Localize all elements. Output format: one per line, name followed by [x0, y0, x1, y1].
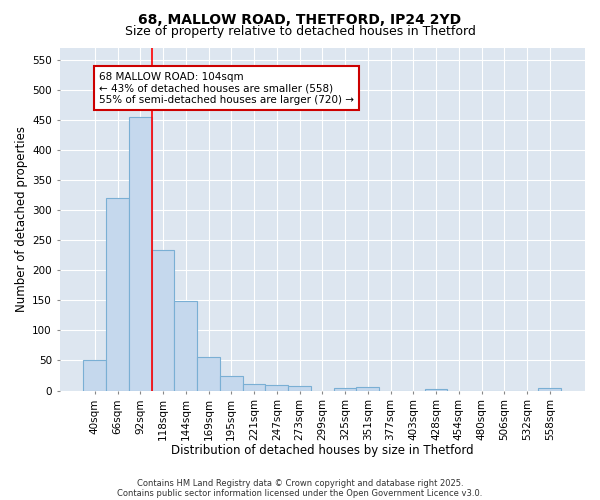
- Bar: [425, 389, 448, 390]
- X-axis label: Distribution of detached houses by size in Thetford: Distribution of detached houses by size …: [171, 444, 473, 458]
- Text: Contains HM Land Registry data © Crown copyright and database right 2025.: Contains HM Land Registry data © Crown c…: [137, 478, 463, 488]
- Bar: [106, 198, 129, 390]
- Text: 68 MALLOW ROAD: 104sqm
← 43% of detached houses are smaller (558)
55% of semi-de: 68 MALLOW ROAD: 104sqm ← 43% of detached…: [99, 72, 354, 105]
- Bar: [197, 358, 220, 390]
- Bar: [175, 301, 197, 390]
- Bar: [356, 387, 379, 390]
- Bar: [129, 116, 152, 390]
- Y-axis label: Number of detached properties: Number of detached properties: [15, 126, 28, 312]
- Bar: [220, 376, 242, 390]
- Bar: [242, 384, 265, 390]
- Text: 68, MALLOW ROAD, THETFORD, IP24 2YD: 68, MALLOW ROAD, THETFORD, IP24 2YD: [139, 12, 461, 26]
- Bar: [334, 388, 356, 390]
- Bar: [538, 388, 561, 390]
- Bar: [288, 386, 311, 390]
- Bar: [152, 250, 175, 390]
- Bar: [83, 360, 106, 390]
- Text: Size of property relative to detached houses in Thetford: Size of property relative to detached ho…: [125, 25, 475, 38]
- Text: Contains public sector information licensed under the Open Government Licence v3: Contains public sector information licen…: [118, 488, 482, 498]
- Bar: [265, 384, 288, 390]
